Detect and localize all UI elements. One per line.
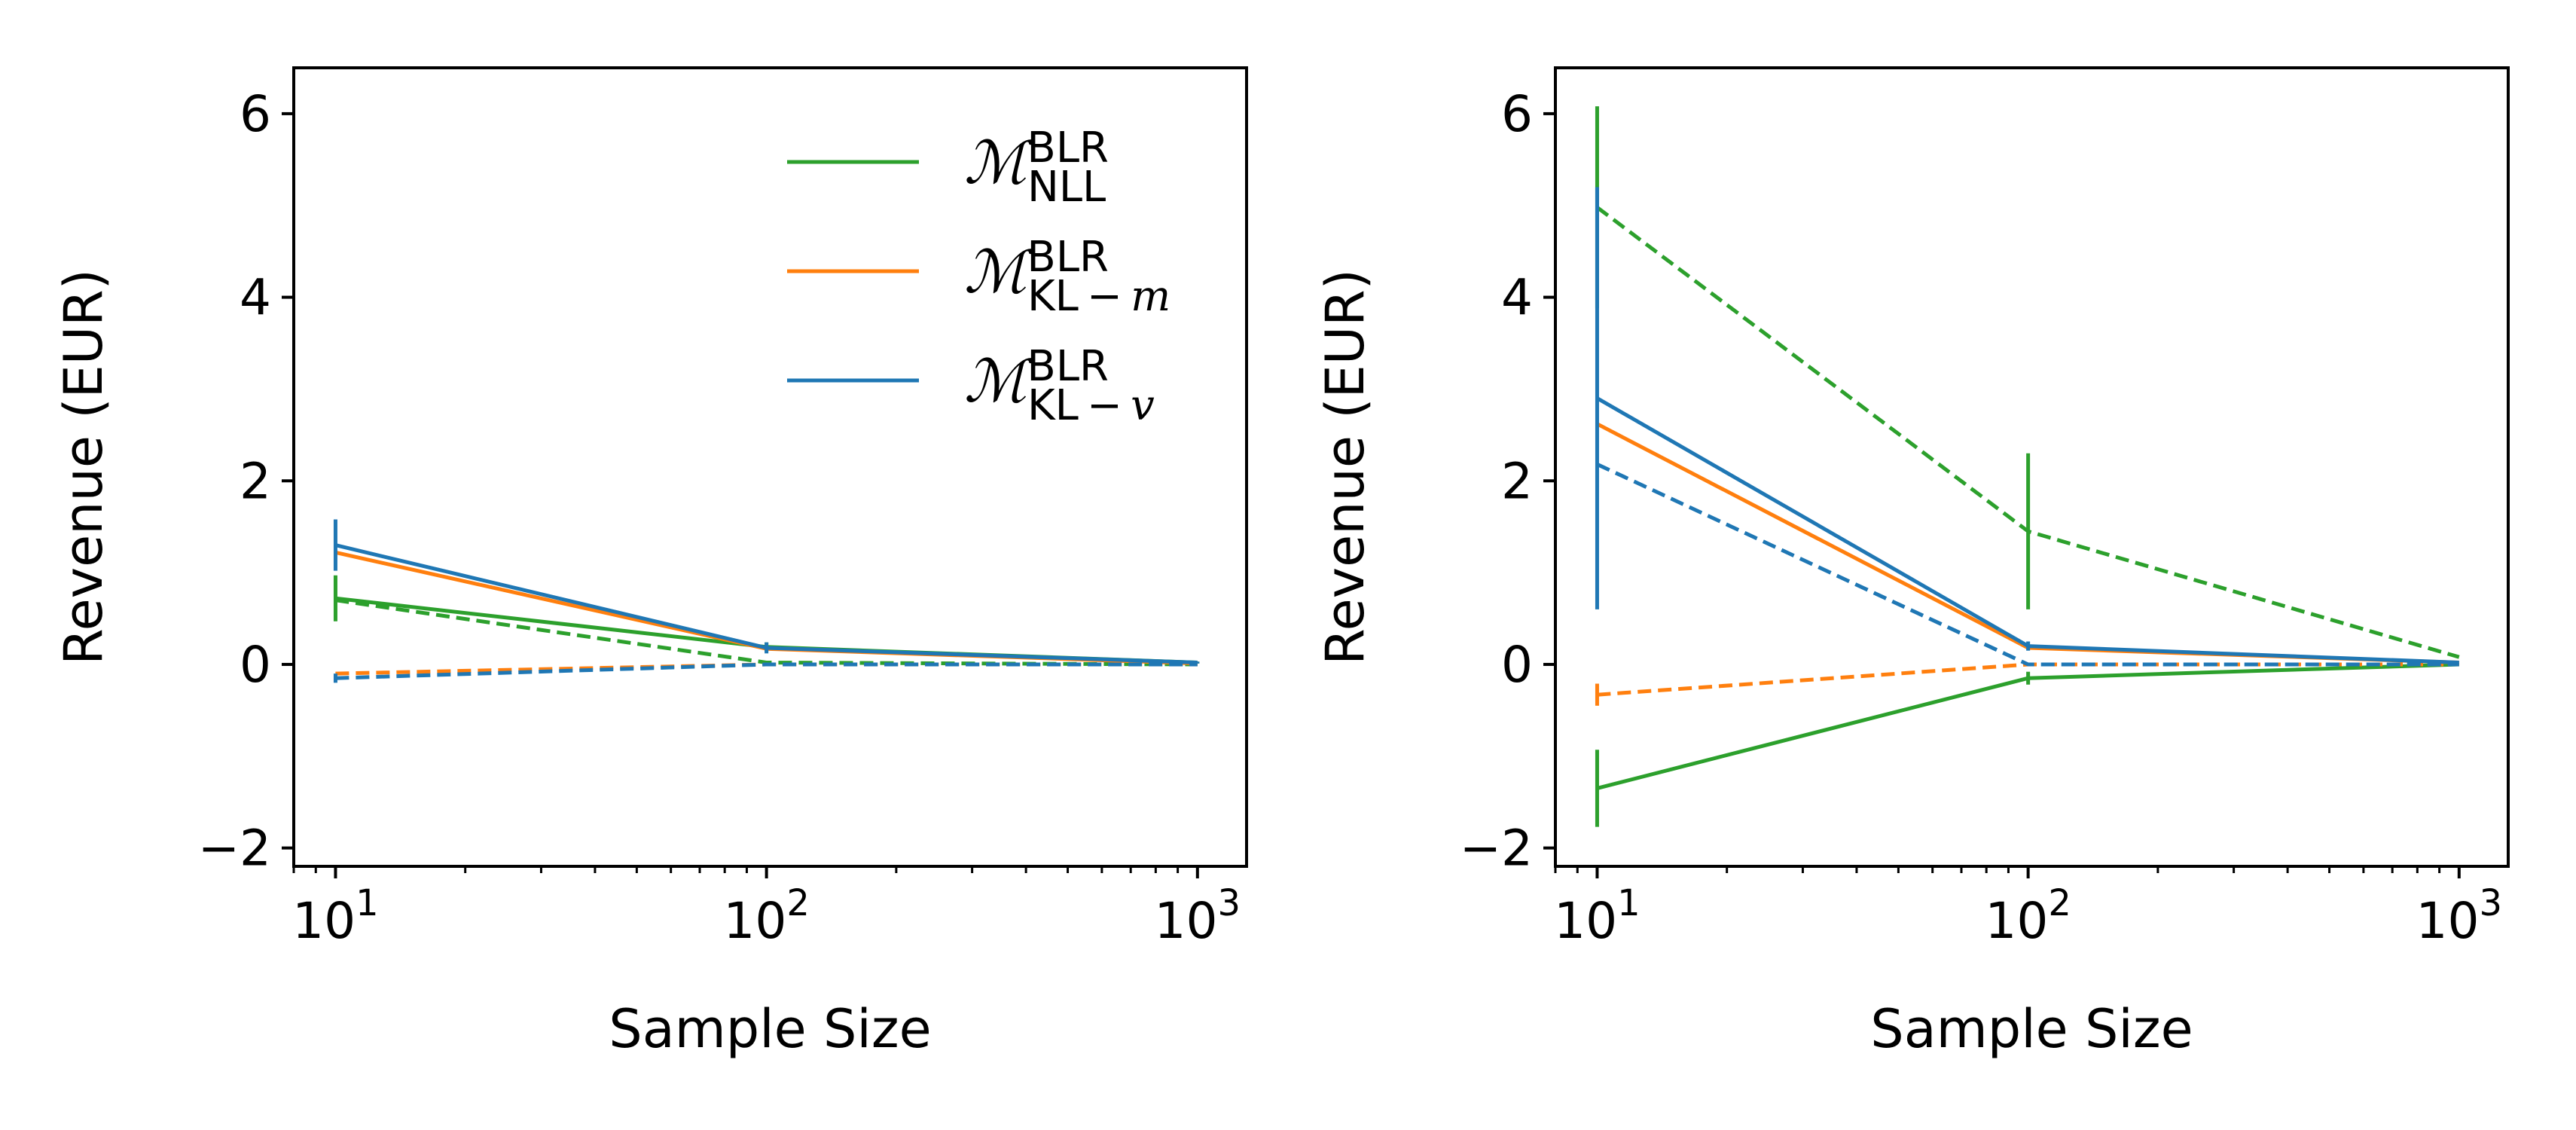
x-tick-label-exponent: 1: [1617, 882, 1641, 924]
legend-label-subscript: KL −: [1027, 272, 1131, 321]
y-axis-title: Revenue (EUR): [1314, 269, 1376, 665]
legend-label-subscript-variable: m: [1131, 272, 1170, 321]
series-line-green-dashed: [335, 598, 1198, 667]
x-axis-title: Sample Size: [609, 998, 931, 1060]
y-tick-label: −2: [198, 820, 271, 878]
y-tick-label: 6: [1501, 85, 1533, 143]
legend-label: ℳBLR NLL: [964, 124, 1109, 212]
legend-label-superscript: BLR: [1027, 233, 1109, 282]
x-tick-label-base: 10: [2416, 892, 2480, 950]
series-line-blue-dashed: [1596, 463, 2459, 667]
x-tick-label-base: 10: [1985, 892, 2048, 950]
y-tick-label: 2: [1501, 452, 1533, 510]
legend-label-base: ℳ: [964, 239, 1035, 307]
x-tick-label: 102: [1985, 882, 2071, 950]
x-tick-label: 101: [1554, 882, 1641, 950]
legend-label-subscript: NLL: [1027, 163, 1106, 212]
x-tick-label-exponent: 2: [786, 882, 810, 924]
x-tick-label-exponent: 3: [2480, 882, 2503, 924]
plot-frame: [1554, 66, 2510, 868]
y-tick-label: 6: [240, 85, 271, 143]
plot-frame: [292, 66, 1248, 868]
x-axis-title: Sample Size: [1870, 998, 2193, 1060]
y-tick-label: 0: [240, 636, 271, 694]
legend-label-base: ℳ: [964, 348, 1035, 416]
x-tick-label-base: 10: [292, 892, 356, 950]
x-tick-label-base: 10: [723, 892, 786, 950]
x-tick-label-base: 10: [1155, 892, 1218, 950]
legend-label: ℳBLR KL − v: [964, 342, 1155, 430]
y-axis-title: Revenue (EUR): [53, 269, 114, 665]
y-tick-label: 4: [1501, 269, 1533, 327]
legend-label-subscript-variable: v: [1131, 381, 1155, 430]
x-tick-label-exponent: 2: [2048, 882, 2071, 924]
y-tick-label: 4: [240, 269, 271, 327]
y-tick-label: 0: [1501, 636, 1533, 694]
legend-label: ℳBLR KL − m: [964, 233, 1170, 321]
legend-label-base: ℳ: [964, 130, 1035, 197]
x-tick-label: 103: [1155, 882, 1241, 950]
x-tick-label: 103: [2416, 882, 2503, 950]
series-line-blue-dashed: [335, 662, 1198, 680]
x-tick-label-exponent: 3: [1218, 882, 1241, 924]
x-tick-label: 102: [723, 882, 810, 950]
legend-label-superscript: BLR: [1027, 342, 1109, 391]
legend-label-subscript: KL −: [1027, 381, 1131, 430]
x-tick-label: 101: [292, 882, 379, 950]
legend-label-superscript: BLR: [1027, 124, 1109, 173]
y-tick-label: −2: [1460, 820, 1533, 878]
x-tick-label-exponent: 1: [356, 882, 379, 924]
x-tick-label-base: 10: [1554, 892, 1617, 950]
y-tick-label: 2: [240, 452, 271, 510]
